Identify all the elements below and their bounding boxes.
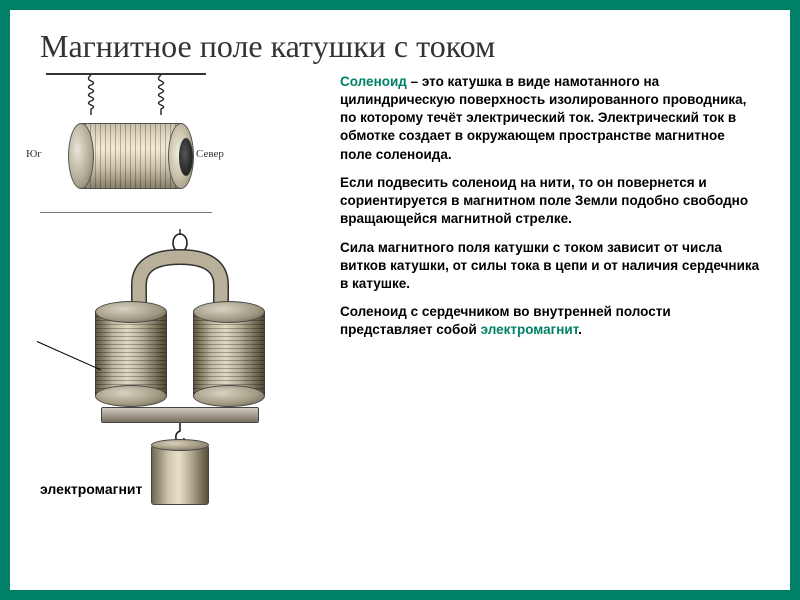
em-winding <box>193 312 265 396</box>
pole-label-north: Север <box>196 148 224 160</box>
content-row: Юг Север <box>40 73 760 509</box>
weight-cylinder <box>151 445 209 505</box>
em-endcap-top <box>95 301 167 323</box>
electromagnet-coil-left <box>95 301 167 407</box>
paragraph-4: Соленоид с сердечником во внутренней пол… <box>340 303 760 339</box>
figure-electromagnet <box>85 229 275 509</box>
em-endcap-bottom <box>193 385 265 407</box>
para4-tail: . <box>578 322 582 337</box>
em-winding <box>95 312 167 396</box>
coil-bore <box>179 138 193 176</box>
figure-caption: электромагнит <box>40 481 142 497</box>
term-solenoid: Соленоид <box>340 74 407 89</box>
figure-solenoid-suspended: Юг Север <box>46 73 206 223</box>
paragraph-2: Если подвесить соленоид на нити, то он п… <box>340 174 760 229</box>
solenoid-coil <box>68 123 188 189</box>
suspension-spring-right <box>156 75 166 115</box>
figures-column: Юг Север <box>40 73 320 509</box>
paragraph-1: Соленоид – это катушка в виде намотанног… <box>340 73 760 164</box>
support-bar <box>46 73 206 75</box>
em-endcap-top <box>193 301 265 323</box>
coil-endcap-right <box>168 123 194 189</box>
pole-label-south: Юг <box>26 148 42 160</box>
weight-top-ellipse <box>151 439 209 451</box>
text-column: Соленоид – это катушка в виде намотанног… <box>340 73 760 509</box>
suspension-spring-left <box>86 75 96 115</box>
em-endcap-bottom <box>95 385 167 407</box>
armature-bar <box>101 407 259 423</box>
coil-winding-lines <box>81 123 181 189</box>
slide: Магнитное поле катушки с током <box>10 10 790 590</box>
coil-endcap-left <box>68 123 94 189</box>
electromagnet-coil-right <box>193 301 265 407</box>
term-electromagnet: электромагнит <box>481 322 579 337</box>
leader-line <box>37 341 101 370</box>
slide-title: Магнитное поле катушки с током <box>40 28 760 65</box>
yoke-horseshoe <box>127 249 233 309</box>
paragraph-3: Сила магнитного поля катушки с током зав… <box>340 239 760 294</box>
figure-baseline <box>40 212 212 213</box>
